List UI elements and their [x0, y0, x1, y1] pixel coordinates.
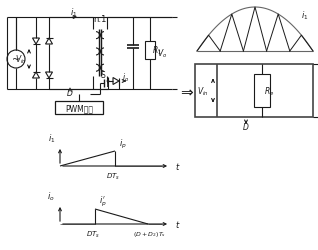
Bar [145, 42, 155, 60]
Text: $R_e$: $R_e$ [264, 85, 274, 97]
Text: n:1: n:1 [93, 16, 107, 24]
Text: $D$: $D$ [242, 120, 250, 131]
Text: PWM控制: PWM控制 [65, 104, 93, 112]
Text: $t$: $t$ [175, 161, 181, 172]
Text: $V_o$: $V_o$ [157, 48, 167, 60]
Text: $t$: $t$ [175, 219, 181, 230]
Text: $V_{in}$: $V_{in}$ [15, 54, 27, 66]
Bar [254, 75, 270, 108]
Text: $DT_s$: $DT_s$ [106, 171, 120, 181]
Text: $R_1$: $R_1$ [152, 44, 162, 57]
Bar [55, 102, 103, 114]
Text: $i_o$: $i_o$ [47, 190, 55, 202]
Text: $i_1$: $i_1$ [70, 7, 78, 19]
Text: $i_1$: $i_1$ [48, 132, 55, 144]
Text: $D$: $D$ [66, 87, 74, 98]
Text: $V_{in}$: $V_{in}$ [197, 85, 209, 97]
Text: $i_1$: $i_1$ [301, 10, 308, 22]
Text: S: S [100, 71, 105, 80]
Text: $i_p'$: $i_p'$ [99, 194, 107, 208]
Text: ~: ~ [12, 55, 20, 65]
Bar [195, 65, 313, 118]
Text: $\Rightarrow$: $\Rightarrow$ [178, 84, 196, 98]
Text: $DT_s$: $DT_s$ [86, 229, 100, 239]
Text: $i_o$: $i_o$ [122, 72, 129, 84]
Text: $(D+D_2)T_s$: $(D+D_2)T_s$ [134, 229, 167, 238]
Text: $i_p$: $i_p$ [119, 137, 127, 150]
